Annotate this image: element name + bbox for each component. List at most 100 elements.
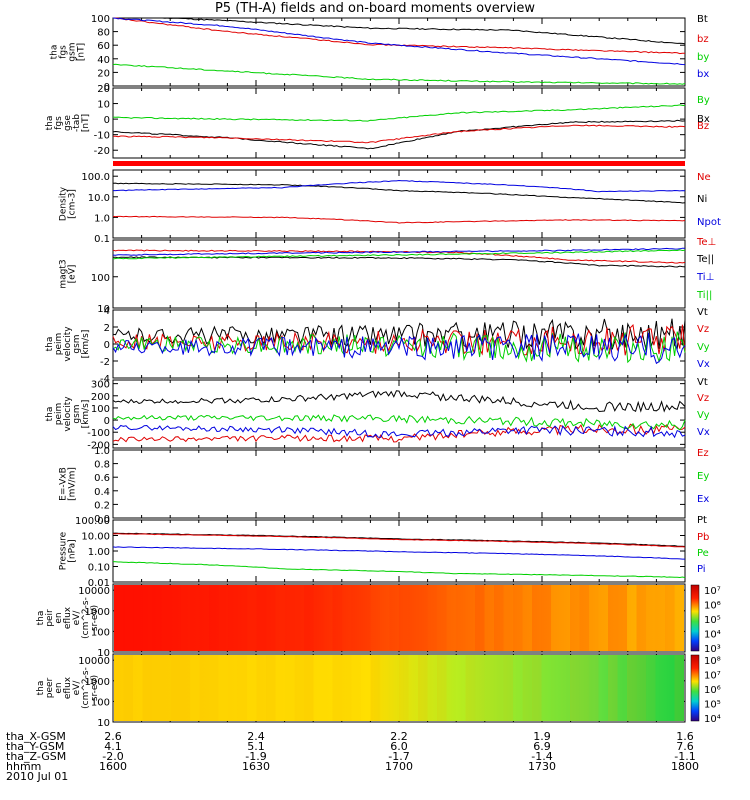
legend-label-Te⊥: Te⊥ xyxy=(696,237,716,248)
y-axis-label: velocity xyxy=(63,326,73,362)
heatmap-band xyxy=(323,655,333,721)
series-line-Vy xyxy=(112,331,686,364)
colorbar-tick-label: 10⁷ xyxy=(704,671,721,682)
y-axis-label: -tab xyxy=(72,114,82,132)
y-tick-label: 1000 xyxy=(85,677,110,688)
ephem-value: -1.4 xyxy=(531,750,553,763)
y-tick-label: 0 xyxy=(104,115,110,126)
legend-label-bx: bx xyxy=(697,69,709,80)
heatmap-band xyxy=(513,585,523,651)
legend-label-Ti||: Ti|| xyxy=(696,290,712,301)
heatmap-band xyxy=(314,655,324,721)
y-tick-label: 0.0 xyxy=(94,514,110,525)
heatmap-band xyxy=(399,655,409,721)
heatmap-band xyxy=(142,585,153,651)
heatmap-band xyxy=(466,585,476,651)
y-tick-label: 1.0 xyxy=(94,213,110,224)
heatmap-band xyxy=(617,585,628,651)
heatmap-band xyxy=(209,655,219,721)
y-tick-label: 40 xyxy=(97,55,110,66)
legend-label-Vt: Vt xyxy=(697,377,708,388)
legend-label-Ti⊥: Ti⊥ xyxy=(696,272,714,283)
heatmap-band xyxy=(152,655,162,721)
heatmap-band xyxy=(494,585,504,651)
colorbar-tick-label: 10⁶ xyxy=(704,685,721,696)
heatmap-band xyxy=(418,655,428,721)
heatmap-band xyxy=(190,655,200,721)
series-line-Ti⊥ xyxy=(112,247,686,256)
heatmap-band xyxy=(608,655,618,721)
heatmap-band xyxy=(674,585,685,651)
series-line-Pb xyxy=(113,533,686,548)
series-line-Ni xyxy=(112,182,686,204)
heatmap-band xyxy=(237,655,248,721)
heatmap-band xyxy=(465,655,476,721)
heatmap-band xyxy=(437,585,447,651)
ephem-value: 6.0 xyxy=(390,740,408,753)
heatmap-band xyxy=(485,585,495,651)
series-line-Vt xyxy=(112,390,686,413)
heatmap-band xyxy=(513,655,523,721)
heatmap-band xyxy=(247,655,257,721)
y-tick-label: 1.00 xyxy=(88,547,110,558)
ephem-value: -1.1 xyxy=(674,750,696,763)
heatmap-band xyxy=(456,655,466,721)
ephem-value: 6.9 xyxy=(533,740,551,753)
y-tick-label: 1.0 xyxy=(94,446,110,457)
series-line-By xyxy=(112,104,686,122)
legend-label-Pt: Pt xyxy=(697,515,707,526)
y-tick-label: 10000 xyxy=(78,586,110,597)
ephem-label-x: tha_X-GSM xyxy=(6,730,66,743)
heatmap-band xyxy=(294,585,305,651)
heatmap-band xyxy=(371,585,381,651)
heatmap-band xyxy=(674,655,685,721)
y-tick-label: -4 xyxy=(100,374,110,385)
y-tick-label: -2 xyxy=(100,357,110,368)
colorbar-tick-label: 10⁵ xyxy=(704,615,721,626)
heatmap-band xyxy=(190,585,200,651)
y-axis-label: [cm-3] xyxy=(68,189,78,219)
y-axis-label: en xyxy=(54,612,64,623)
y-tick-label: 1000 xyxy=(85,607,110,618)
ephem-value: -2.0 xyxy=(102,750,124,763)
y-tick-label: 100 xyxy=(91,697,110,708)
colorbar-tick-label: 10⁴ xyxy=(704,714,721,725)
ephem-value: 1800 xyxy=(671,760,699,773)
panel-frame xyxy=(112,519,686,583)
y-tick-label: 300 xyxy=(91,380,110,391)
series-line-Bx xyxy=(112,119,686,150)
heatmap-band xyxy=(589,585,599,651)
heatmap-band xyxy=(370,655,381,721)
series-line-Ne xyxy=(112,215,686,224)
heatmap-band xyxy=(228,585,238,651)
heatmap-band xyxy=(389,585,400,651)
y-tick-label: 0.01 xyxy=(88,578,110,589)
heatmap-band xyxy=(646,655,656,721)
ephem-value: 1730 xyxy=(528,760,556,773)
heatmap-band xyxy=(181,585,191,651)
legend-label-Vz: Vz xyxy=(697,324,709,335)
y-axis-label: fgs xyxy=(59,45,69,59)
ephem-value: 1630 xyxy=(242,760,270,773)
y-tick-label: 0.6 xyxy=(94,473,110,484)
y-axis-label: sr-eV) xyxy=(90,675,100,701)
heatmap-band xyxy=(285,655,295,721)
colorbar xyxy=(690,584,700,652)
y-axis-label: gsm xyxy=(68,42,78,61)
y-axis-label: tha xyxy=(45,337,55,352)
y-tick-label: 100.00 xyxy=(75,516,110,527)
y-tick-label: 10000 xyxy=(78,656,110,667)
y-axis-label: [km/s] xyxy=(81,330,91,359)
heatmap-band xyxy=(218,655,229,721)
heatmap-band xyxy=(551,655,561,721)
y-axis-label: eflux xyxy=(63,606,73,629)
heatmap-band xyxy=(532,655,542,721)
y-axis-label: [nPa] xyxy=(68,539,78,562)
y-tick-label: 0.10 xyxy=(88,563,110,574)
heatmap-band xyxy=(313,585,324,651)
y-tick-label: 60 xyxy=(97,41,110,52)
ephem-value: 2.4 xyxy=(247,730,265,743)
heatmap-band xyxy=(199,655,210,721)
